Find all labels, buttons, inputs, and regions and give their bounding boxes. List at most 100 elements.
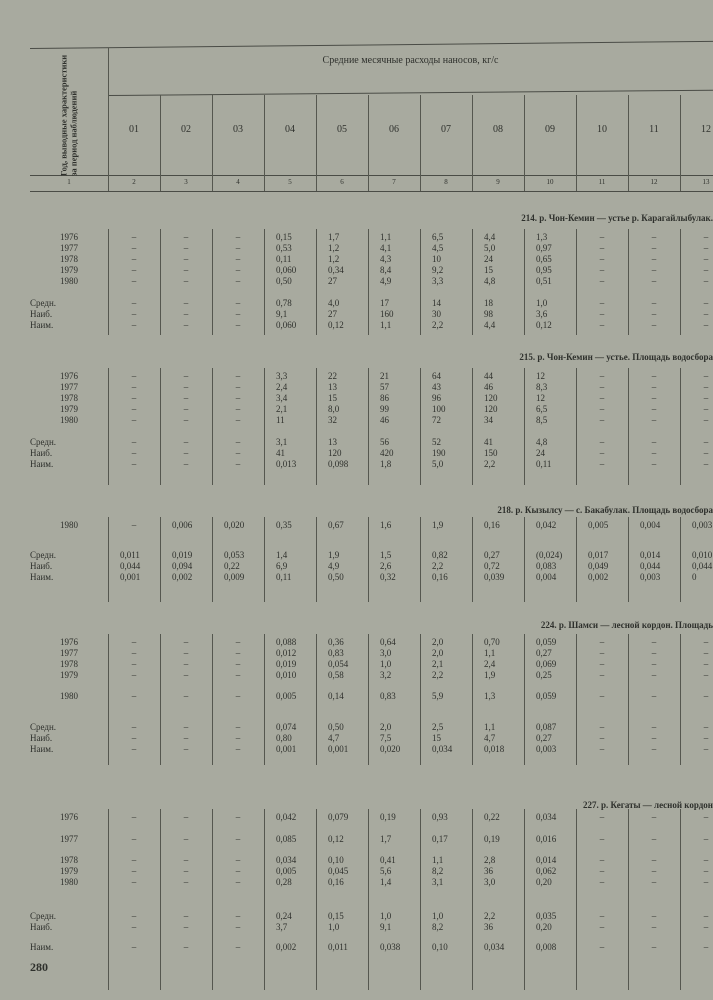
stub-col-divider [108, 175, 109, 191]
table-cell: 0,72 [484, 561, 500, 571]
table-cell: 0,049 [588, 561, 609, 571]
table-cell: – [651, 722, 657, 732]
table-cell: – [131, 254, 137, 264]
table-cell: 56 [380, 437, 389, 447]
column-divider [212, 634, 213, 765]
row-label: 1977 [60, 648, 78, 658]
table-cell: 0,010 [692, 550, 713, 560]
column-divider [680, 229, 681, 335]
table-cell: 0,094 [172, 561, 193, 571]
table-cell: 0,28 [276, 877, 292, 887]
month-divider [212, 95, 213, 191]
month-header: 11 [649, 124, 659, 135]
table-cell: – [183, 320, 189, 330]
table-cell: – [599, 637, 605, 647]
table-cell: 0,001 [328, 744, 349, 754]
table-cell: 0,014 [536, 855, 557, 865]
table-cell: 57 [380, 382, 389, 392]
table-cell: – [599, 371, 605, 381]
table-top-rule [29, 40, 713, 49]
table-cell: 0,038 [380, 942, 401, 952]
table-cell: 1,5 [380, 550, 392, 560]
table-cell: 8,3 [536, 382, 548, 392]
table-cell: 0,25 [536, 670, 552, 680]
table-cell: 0,16 [432, 572, 448, 582]
table-cell: – [183, 415, 189, 425]
column-number: 10 [546, 178, 554, 186]
table-cell: – [651, 276, 657, 286]
month-divider [160, 95, 161, 191]
table-cell: – [183, 276, 189, 286]
table-cell: 2,4 [484, 659, 496, 669]
column-number: 3 [184, 178, 188, 186]
table-cell: 1,2 [328, 254, 340, 264]
column-divider [368, 634, 369, 765]
table-cell: 44 [484, 371, 493, 381]
table-cell: – [703, 459, 709, 469]
table-cell: 0,034 [536, 812, 557, 822]
column-divider [160, 368, 161, 485]
table-cell: – [651, 942, 657, 952]
table-cell: – [651, 404, 657, 414]
column-number: 12 [650, 178, 658, 186]
table-cell: 96 [432, 393, 441, 403]
table-cell: 0,50 [328, 572, 344, 582]
table-cell: – [703, 448, 709, 458]
table-cell: 0,12 [328, 320, 344, 330]
table-cell: – [599, 393, 605, 403]
column-divider [160, 229, 161, 335]
table-cell: – [651, 459, 657, 469]
table-cell: 0,22 [484, 812, 500, 822]
table-cell: – [651, 265, 657, 275]
column-number: 2 [132, 178, 136, 186]
table-cell: – [235, 320, 241, 330]
table-cell: 0,003 [536, 744, 557, 754]
table-cell: 0,20 [536, 922, 552, 932]
table-cell: – [599, 866, 605, 876]
table-cell: 1,0 [380, 911, 392, 921]
table-cell: – [235, 877, 241, 887]
row-label: 1976 [60, 232, 78, 242]
table-cell: 2,2 [484, 911, 496, 921]
column-divider [108, 809, 109, 990]
row-label: 1978 [60, 254, 78, 264]
table-cell: 0,95 [536, 265, 552, 275]
column-divider [472, 809, 473, 990]
table-cell: – [703, 691, 709, 701]
table-cell: – [183, 648, 189, 658]
table-cell: – [235, 437, 241, 447]
table-cell: – [235, 371, 241, 381]
table-cell: 27 [328, 276, 337, 286]
table-cell: 36 [484, 866, 493, 876]
table-cell: – [183, 722, 189, 732]
header-bottom-rule [30, 175, 713, 176]
month-divider [680, 95, 681, 191]
table-cell: – [131, 812, 137, 822]
table-cell: – [235, 866, 241, 876]
table-cell: 43 [432, 382, 441, 392]
table-cell: 6,5 [536, 404, 548, 414]
table-cell: 0,053 [224, 550, 245, 560]
table-cell: – [131, 232, 137, 242]
row-label: Наиб. [30, 922, 53, 932]
table-cell: – [703, 309, 709, 319]
column-divider [420, 517, 421, 602]
table-cell: 0,009 [224, 572, 245, 582]
table-cell: 0,005 [276, 866, 297, 876]
table-cell: – [235, 922, 241, 932]
table-cell: – [599, 670, 605, 680]
table-cell: 0,008 [536, 942, 557, 952]
table-cell: – [703, 382, 709, 392]
row-label: Наим. [30, 942, 54, 952]
column-divider [576, 634, 577, 765]
table-cell: 72 [432, 415, 441, 425]
table-cell: – [183, 448, 189, 458]
table-cell: 4,8 [536, 437, 548, 447]
table-cell: 0,97 [536, 243, 552, 253]
table-cell: 0,70 [484, 637, 500, 647]
table-cell: 1,3 [536, 232, 548, 242]
table-cell: – [599, 382, 605, 392]
column-divider [264, 517, 265, 602]
table-cell: 1,0 [328, 922, 340, 932]
table-cell: 0,034 [484, 942, 505, 952]
